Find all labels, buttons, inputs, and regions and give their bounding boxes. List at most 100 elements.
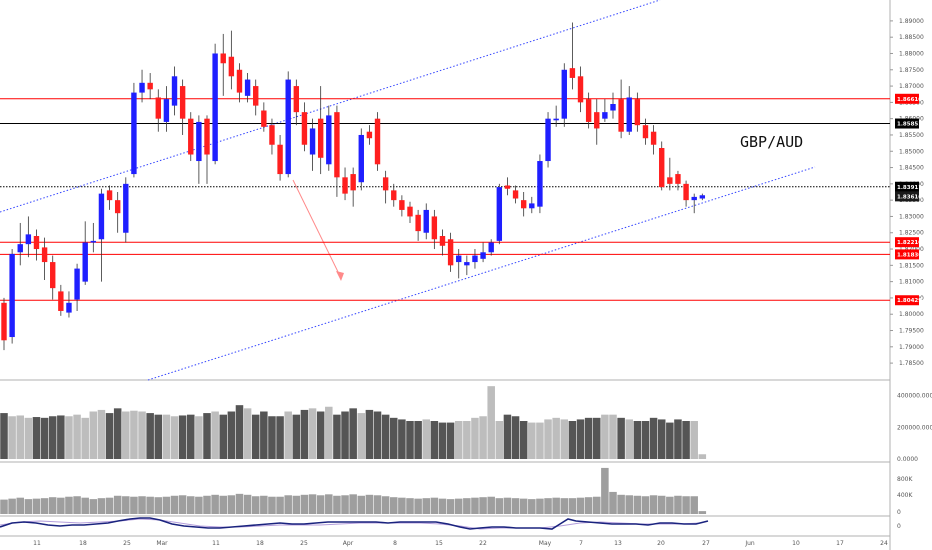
volume2-bar	[398, 497, 406, 514]
candle-body	[602, 112, 608, 119]
volume2-bar	[463, 498, 471, 514]
candle	[171, 66, 178, 116]
volume-bar	[32, 417, 41, 459]
time-tick-label: 11	[33, 540, 41, 547]
volume2-bar	[276, 496, 284, 514]
volume2-bar	[316, 495, 325, 514]
volume2-bar	[544, 498, 552, 514]
volume-bar	[227, 411, 236, 459]
candle-body	[496, 187, 503, 241]
candle	[317, 86, 324, 175]
candle-body	[464, 262, 470, 266]
candle-body	[171, 76, 178, 106]
candle	[447, 232, 454, 272]
candle-body	[691, 196, 697, 201]
volume-bar	[576, 419, 585, 459]
volume-tick-label: 200000.0000	[897, 424, 932, 431]
volume2-bar	[479, 497, 487, 514]
price-tick-label: 1.83000	[899, 213, 924, 220]
volume2-bar	[146, 496, 154, 514]
volume2-bar	[381, 496, 390, 514]
candle	[131, 82, 137, 178]
candle	[488, 239, 494, 256]
volume2-bar	[203, 495, 211, 514]
level-badge	[895, 93, 919, 104]
candle-body	[699, 195, 706, 199]
volume-bar	[649, 417, 658, 459]
volume-tick-label: 0.0000	[897, 456, 918, 463]
price-tick-label: 1.88500	[899, 34, 924, 41]
level-badge-label: 1.82210	[897, 240, 922, 246]
time-tick-label: Apr	[343, 540, 354, 547]
candle	[391, 183, 397, 207]
price-tick-label: 1.78500	[899, 360, 924, 367]
volume-bar	[308, 408, 317, 459]
volume-bar	[8, 416, 16, 459]
candle-body	[277, 144, 283, 175]
level-badge-label: 1.83911	[897, 185, 922, 191]
volume-bar	[365, 409, 374, 459]
oscillator-pane: 0	[0, 517, 901, 530]
candle	[537, 154, 543, 214]
candle-body	[326, 115, 332, 165]
volume2-bar	[560, 498, 569, 514]
volume2-bar	[357, 495, 366, 514]
level-badge-label: 1.85851	[897, 122, 922, 128]
volume2-bar	[446, 499, 455, 514]
candle	[585, 92, 592, 129]
candle	[179, 79, 186, 135]
volume-bar	[593, 417, 601, 459]
volume-bar	[552, 417, 560, 459]
candle-body	[569, 68, 576, 78]
candle	[529, 196, 535, 214]
candle	[236, 63, 243, 103]
candle-body	[236, 69, 243, 93]
volume-bar	[617, 417, 625, 459]
volume2-bar	[97, 498, 106, 514]
volume-bar	[162, 414, 171, 459]
candle-body	[366, 131, 373, 139]
volume2-tick-label: 400K	[897, 492, 913, 499]
level-badge-label: 1.86610	[897, 97, 922, 103]
volume-bar	[178, 415, 187, 459]
volume2-bar	[284, 495, 292, 514]
volume2-bar	[122, 496, 130, 514]
candle-body	[25, 234, 32, 245]
time-tick-label: 8	[393, 540, 397, 547]
candle-body	[9, 253, 15, 338]
volume-bar	[373, 411, 382, 459]
volume-bar	[138, 411, 146, 459]
level-badge	[895, 181, 919, 192]
candle	[261, 102, 267, 132]
candle-body	[659, 148, 665, 188]
candle	[285, 71, 291, 178]
price-tick-label: 1.89000	[899, 18, 924, 25]
candle	[106, 185, 113, 210]
volume2-bar	[130, 496, 138, 514]
volume2-bar	[57, 497, 65, 514]
candle-body	[317, 118, 324, 158]
volume2-bar	[0, 499, 8, 514]
candle-body	[431, 216, 438, 240]
candle	[188, 112, 194, 162]
volume-bar	[73, 414, 81, 459]
volume-bar	[666, 422, 674, 459]
candle-body	[1, 302, 7, 341]
time-tick-label: Mar	[156, 540, 168, 547]
candle-body	[545, 118, 551, 162]
candle	[1, 297, 7, 351]
oscillator-tick-label: 0	[897, 523, 901, 530]
candle-body	[553, 118, 559, 121]
candle	[577, 66, 584, 113]
volume2-bar	[81, 497, 89, 514]
candle	[253, 79, 259, 116]
volume2-bar	[568, 498, 577, 514]
candle	[659, 141, 665, 191]
candle-body	[650, 131, 657, 145]
volume-bar	[519, 421, 528, 459]
candle	[683, 180, 689, 207]
volume2-bar	[170, 495, 179, 514]
volume2-bar	[584, 497, 593, 514]
candle	[17, 222, 23, 266]
time-tick-label: Jun	[744, 540, 755, 547]
